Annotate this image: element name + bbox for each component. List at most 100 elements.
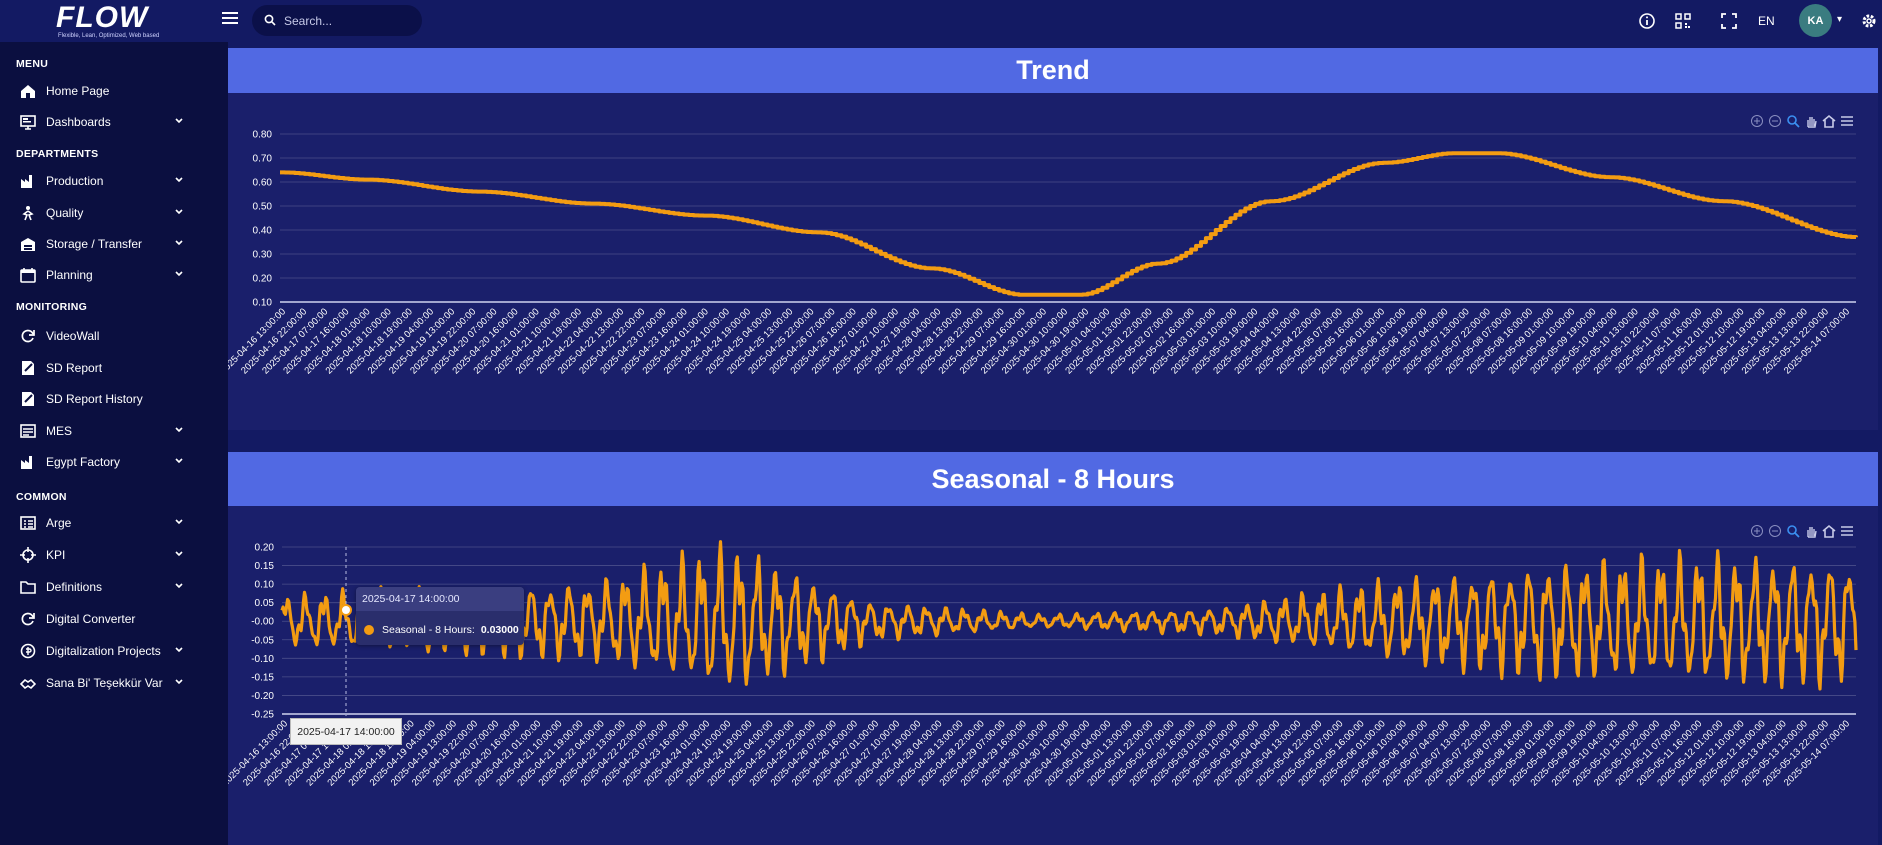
report-icon <box>22 361 34 375</box>
mes-icon <box>20 424 36 438</box>
sidebar-item-label: SD Report <box>46 361 103 375</box>
reset-home-icon[interactable] <box>1822 114 1836 128</box>
gear-icon[interactable] <box>1860 12 1878 30</box>
sidebar-item-definitions[interactable]: Definitions <box>0 572 228 602</box>
qr-code-icon[interactable] <box>1674 12 1692 30</box>
logo-tagline: Flexible, Lean, Optimized, Web based <box>58 33 160 39</box>
sidebar-item-production[interactable]: Production <box>0 166 228 196</box>
trend-chart: 0.800.700.600.500.400.300.200.102025-04-… <box>228 130 1858 377</box>
seasonal-panel: Seasonal - 8 Hours 0.20 0.15 0.10 0.05 -0.00… <box>228 452 1878 845</box>
factory-icon <box>21 175 32 188</box>
sidebar-item-label: Digitalization Projects <box>46 644 161 658</box>
sidebar-item-home-page[interactable]: Home Page <box>0 76 228 106</box>
trend-panel-header: Trend <box>228 48 1878 93</box>
sidebar-item-mes[interactable]: MES <box>0 416 228 446</box>
coin-icon <box>20 643 36 659</box>
seasonal-chart: 0.20 0.15 0.10 0.05 -0.00 -0.05 -0.10 -0.15 -0.2… <box>228 540 1858 789</box>
y-tick-label: 0.20 <box>253 274 273 285</box>
tooltip-row: Seasonal - 8 Hours: 0.03000 <box>364 624 519 636</box>
sidebar-item-videowall[interactable]: VideoWall <box>0 321 228 351</box>
sidebar-item-label: Quality <box>46 206 84 220</box>
seasonal-chart-toolbar <box>1750 524 1854 538</box>
chevron-down-icon[interactable] <box>174 456 184 466</box>
trend-series-line <box>280 151 1858 297</box>
selection-zoom-icon[interactable] <box>1786 114 1800 128</box>
selection-zoom-icon[interactable] <box>1786 524 1800 538</box>
sidebar-item-label: SD Report History <box>46 392 143 406</box>
sidebar-item-digital-converter[interactable]: Digital Converter <box>0 604 228 634</box>
sidebar-item-egypt-factory[interactable]: Egypt Factory <box>0 447 228 477</box>
sidebar-item-label: Planning <box>46 268 93 282</box>
chevron-down-icon[interactable] <box>174 175 184 185</box>
sidebar-item-storage-transfer[interactable]: Storage / Transfer <box>0 229 228 259</box>
sidebar-item-label: VideoWall <box>46 329 100 343</box>
crosshair-x-label: 2025-04-17 14:00:00 <box>290 718 402 745</box>
zoom-out-icon[interactable] <box>1768 524 1782 538</box>
y-tick-label: -0.00 <box>251 617 274 628</box>
warehouse-icon <box>21 238 35 251</box>
app-logo[interactable]: FLOW Flexible, Lean, Optimized, Web base… <box>0 0 228 42</box>
pan-hand-icon[interactable] <box>1804 114 1818 128</box>
user-avatar[interactable]: KA <box>1799 4 1832 37</box>
chart-menu-icon[interactable] <box>1840 524 1854 538</box>
sidebar-item-digitalization-projects[interactable]: Digitalization Projects <box>0 636 228 666</box>
zoom-in-icon[interactable] <box>1750 524 1764 538</box>
search-icon <box>264 14 276 26</box>
trend-panel-title: Trend <box>1016 55 1090 85</box>
sidebar-item-label: Home Page <box>46 84 110 98</box>
y-tick-label: 0.60 <box>253 178 273 189</box>
sidebar-item-sana-bi-te-ekk-r-var[interactable]: Sana Bi' Teşekkür Var <box>0 668 228 698</box>
language-selector[interactable]: EN <box>1758 14 1775 28</box>
sidebar-section-common: COMMON <box>16 491 67 503</box>
monitor-icon <box>20 115 36 130</box>
chevron-down-icon[interactable] <box>174 581 184 591</box>
chevron-down-icon[interactable] <box>174 269 184 279</box>
sidebar-item-kpi[interactable]: KPI <box>0 540 228 570</box>
chevron-down-icon[interactable] <box>174 238 184 248</box>
chart-menu-icon[interactable] <box>1840 114 1854 128</box>
sidebar-section-departments: DEPARTMENTS <box>16 148 99 160</box>
sidebar-item-sd-report[interactable]: SD Report <box>0 353 228 383</box>
sidebar-item-label: Egypt Factory <box>46 455 121 469</box>
chevron-down-icon[interactable] <box>174 207 184 217</box>
y-tick-label: 0.05 <box>255 598 275 609</box>
sidebar-item-label: Digital Converter <box>46 612 136 626</box>
y-tick-label: -0.05 <box>251 635 274 646</box>
y-tick-label: 0.10 <box>255 580 275 591</box>
logo-text: FLOW <box>56 1 149 34</box>
refresh-icon <box>21 329 35 343</box>
report-icon <box>22 392 34 406</box>
seasonal-series-line <box>280 540 1858 691</box>
fullscreen-icon[interactable] <box>1720 12 1738 30</box>
sidebar-item-arge[interactable]: Arge <box>0 508 228 538</box>
zoom-out-icon[interactable] <box>1768 114 1782 128</box>
sidebar-item-planning[interactable]: Planning <box>0 260 228 290</box>
tooltip-value: 0.03000 <box>480 624 519 636</box>
refresh-icon <box>21 612 35 626</box>
sidebar: MENU Home Page Dashboards DEPARTMENTS Produc… <box>0 42 228 845</box>
zoom-in-icon[interactable] <box>1750 114 1764 128</box>
trend-chart-toolbar <box>1750 114 1854 128</box>
search-box[interactable] <box>252 5 422 36</box>
chevron-down-icon[interactable] <box>174 517 184 527</box>
pan-hand-icon[interactable] <box>1804 524 1818 538</box>
search-input[interactable] <box>284 5 414 36</box>
y-tick-label: 0.70 <box>253 154 273 165</box>
info-icon[interactable] <box>1638 12 1656 30</box>
reset-home-icon[interactable] <box>1822 524 1836 538</box>
sidebar-item-quality[interactable]: Quality <box>0 198 228 228</box>
menu-toggle-icon[interactable] <box>222 12 238 28</box>
chevron-down-icon[interactable] <box>174 645 184 655</box>
hover-marker <box>340 604 352 616</box>
sidebar-item-label: KPI <box>46 548 66 562</box>
chevron-down-icon[interactable] <box>174 549 184 559</box>
chevron-down-icon[interactable] <box>174 116 184 126</box>
sidebar-item-sd-report-history[interactable]: SD Report History <box>0 384 228 414</box>
chevron-down-icon[interactable]: ▾ <box>1837 14 1843 25</box>
chevron-down-icon[interactable] <box>174 677 184 687</box>
sidebar-item-label: MES <box>46 424 73 438</box>
chevron-down-icon[interactable] <box>174 425 184 435</box>
calendar-icon <box>20 268 36 283</box>
sidebar-item-dashboards[interactable]: Dashboards <box>0 107 228 137</box>
sidebar-item-label: Arge <box>46 516 72 530</box>
